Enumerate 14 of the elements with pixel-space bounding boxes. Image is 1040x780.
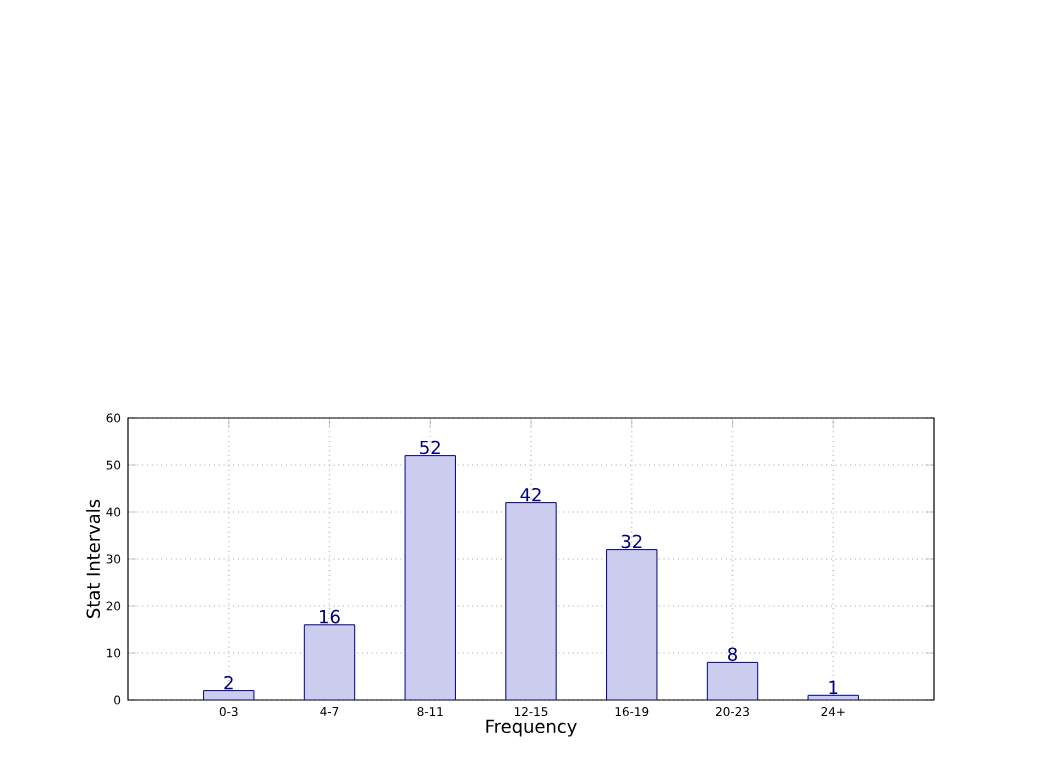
data-label: 2 [224,675,233,690]
bar [303,624,356,700]
y-axis-title: Stat Intervals [86,499,101,618]
data-label: 32 [621,534,642,549]
bar [606,549,658,700]
data-label: 8 [728,647,737,661]
bar [404,455,456,700]
bar [706,661,759,700]
x-axis-title: Frequency [486,719,577,737]
data-label: 52 [420,440,440,455]
data-label: 1 [829,680,838,694]
bar [505,502,557,700]
data-label: 42 [520,487,541,502]
data-label: 16 [320,609,340,624]
